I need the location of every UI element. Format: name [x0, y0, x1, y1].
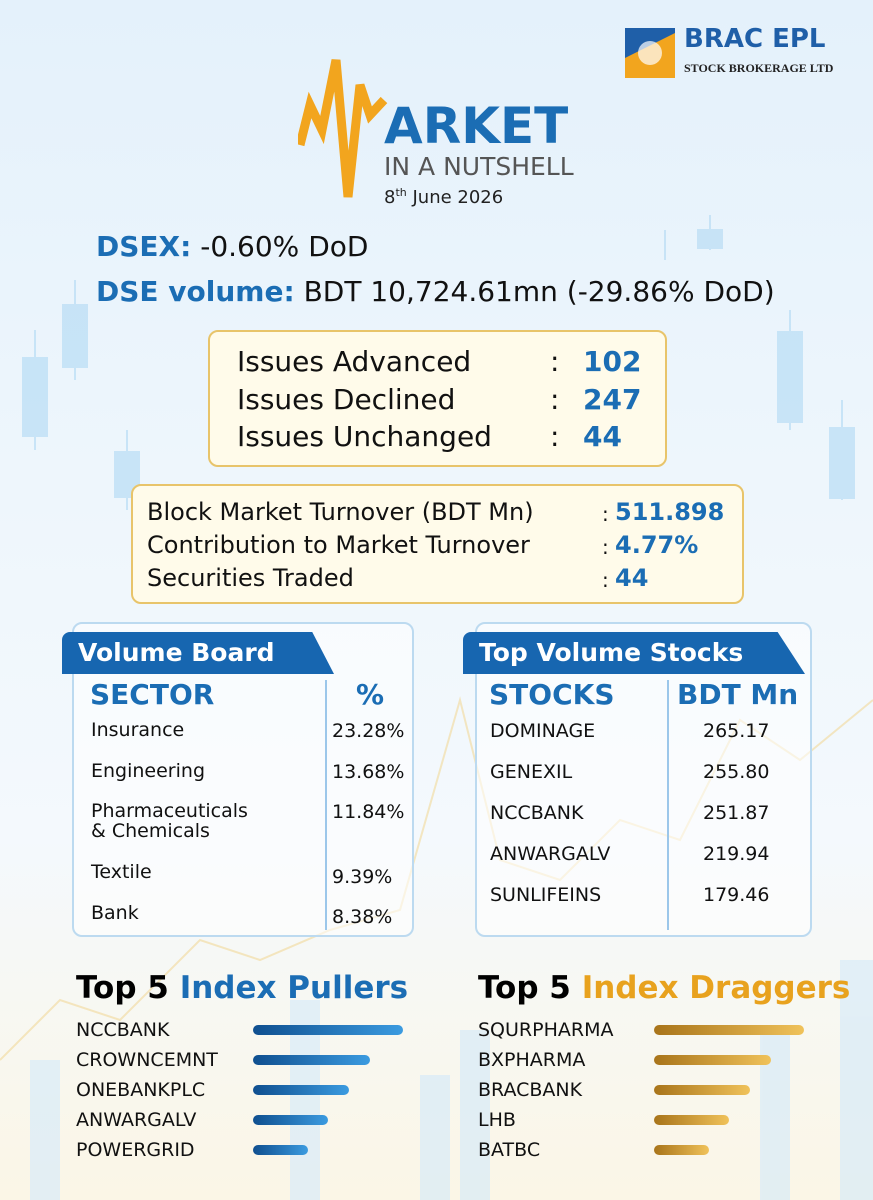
separator: :: [550, 383, 560, 416]
separator: :: [550, 345, 560, 378]
dsex-value: -0.60% DoD: [200, 230, 369, 263]
block-value: 44: [615, 564, 649, 592]
volume-board-title: Volume Board: [62, 632, 334, 674]
dragger-bar: [654, 1025, 804, 1035]
block-value: 4.77%: [615, 531, 699, 559]
date: 8th June 2026: [384, 186, 503, 208]
separator: :: [602, 502, 609, 526]
dragger-bar: [654, 1085, 750, 1095]
separator: :: [602, 535, 609, 559]
issue-label: Issues Declined: [237, 383, 456, 416]
title-m-zigzag: [298, 59, 388, 198]
top-volume-panel: [475, 622, 812, 937]
volume-value: BDT 10,724.61mn (-29.86% DoD): [303, 275, 775, 308]
issue-value: 102: [583, 345, 642, 378]
block-label: Securities Traded: [147, 564, 354, 592]
issue-value: 247: [583, 383, 642, 416]
sector-percent: 11.84%: [332, 801, 405, 823]
puller-name: ANWARGALV: [76, 1109, 197, 1131]
sector-name: Insurance: [91, 719, 185, 741]
stock-name: ANWARGALV: [490, 843, 611, 865]
column-divider: [667, 680, 669, 930]
sector-name: Textile: [91, 861, 152, 883]
stock-value: 179.46: [703, 884, 770, 906]
puller-bar: [253, 1085, 349, 1095]
issue-label: Issues Unchanged: [237, 420, 492, 453]
stock-name: NCCBANK: [490, 802, 584, 824]
title: ARKET: [384, 97, 569, 155]
block-box: [131, 484, 744, 604]
volume-label: DSE volume:: [96, 275, 295, 308]
stock-name: DOMINAGE: [490, 720, 596, 742]
volume-line: DSE volume: BDT 10,724.61mn (-29.86% DoD…: [96, 275, 775, 308]
separator: :: [602, 568, 609, 592]
draggers-title-prefix: Top 5: [478, 970, 571, 1006]
pullers-title-prefix: Top 5: [76, 970, 169, 1006]
sector-name: Pharmaceuticals & Chemicals: [91, 800, 248, 842]
puller-bar: [253, 1145, 308, 1155]
sector-name: Bank: [91, 902, 139, 924]
puller-name: NCCBANK: [76, 1019, 170, 1041]
puller-name: POWERGRID: [76, 1139, 195, 1161]
volume-board-panel: [72, 622, 414, 937]
puller-bar: [253, 1055, 370, 1065]
subtitle: IN A NUTSHELL: [384, 152, 574, 181]
pullers-title-highlight: Index Pullers: [179, 970, 409, 1006]
column-header: BDT Mn: [677, 678, 799, 711]
dragger-bar: [654, 1145, 709, 1155]
date-day: 8: [384, 187, 396, 208]
stock-value: 219.94: [703, 843, 770, 865]
dragger-bar: [654, 1115, 729, 1125]
dragger-name: BRACBANK: [478, 1079, 583, 1101]
sector-percent: 23.28%: [332, 720, 405, 742]
column-header: SECTOR: [90, 678, 215, 711]
date-rest: June 2026: [412, 187, 504, 208]
block-label: Contribution to Market Turnover: [147, 531, 530, 559]
sector-percent: 13.68%: [332, 761, 405, 783]
stock-value: 251.87: [703, 802, 770, 824]
logo-name: BRAC EPL: [684, 24, 826, 54]
dsex-label: DSEX:: [96, 230, 192, 263]
column-divider: [325, 680, 327, 930]
sector-name: Engineering: [91, 760, 205, 782]
issues-box: [208, 330, 667, 467]
block-value: 511.898: [615, 498, 725, 526]
dragger-name: SQURPHARMA: [478, 1019, 614, 1041]
dragger-bar: [654, 1055, 771, 1065]
separator: :: [550, 420, 560, 453]
issue-value: 44: [583, 420, 622, 453]
date-suffix: th: [395, 186, 407, 199]
logo-icon: [625, 28, 675, 78]
pullers-title: Top 5 Index Pullers: [76, 970, 408, 1006]
issue-label: Issues Advanced: [237, 345, 472, 378]
column-header: STOCKS: [489, 678, 615, 711]
top-volume-title: Top Volume Stocks: [463, 632, 805, 674]
sector-percent: 9.39%: [332, 866, 393, 888]
puller-name: CROWNCEMNT: [76, 1049, 218, 1071]
dragger-name: LHB: [478, 1109, 516, 1131]
puller-name: ONEBANKPLC: [76, 1079, 206, 1101]
dsex-line: DSEX: -0.60% DoD: [96, 230, 368, 263]
stock-name: SUNLIFEINS: [490, 884, 602, 906]
dragger-name: BXPHARMA: [478, 1049, 586, 1071]
block-label: Block Market Turnover (BDT Mn): [147, 498, 534, 526]
column-header: %: [356, 678, 385, 711]
stock-value: 255.80: [703, 761, 770, 783]
logo-tagline: STOCK BROKERAGE LTD: [684, 61, 834, 75]
stock-name: GENEXIL: [490, 761, 573, 783]
draggers-title-highlight: Index Draggers: [581, 970, 851, 1006]
dragger-name: BATBC: [478, 1139, 541, 1161]
draggers-title: Top 5 Index Draggers: [478, 970, 850, 1006]
puller-bar: [253, 1115, 328, 1125]
puller-bar: [253, 1025, 403, 1035]
sector-percent: 8.38%: [332, 906, 393, 928]
stock-value: 265.17: [703, 720, 770, 742]
